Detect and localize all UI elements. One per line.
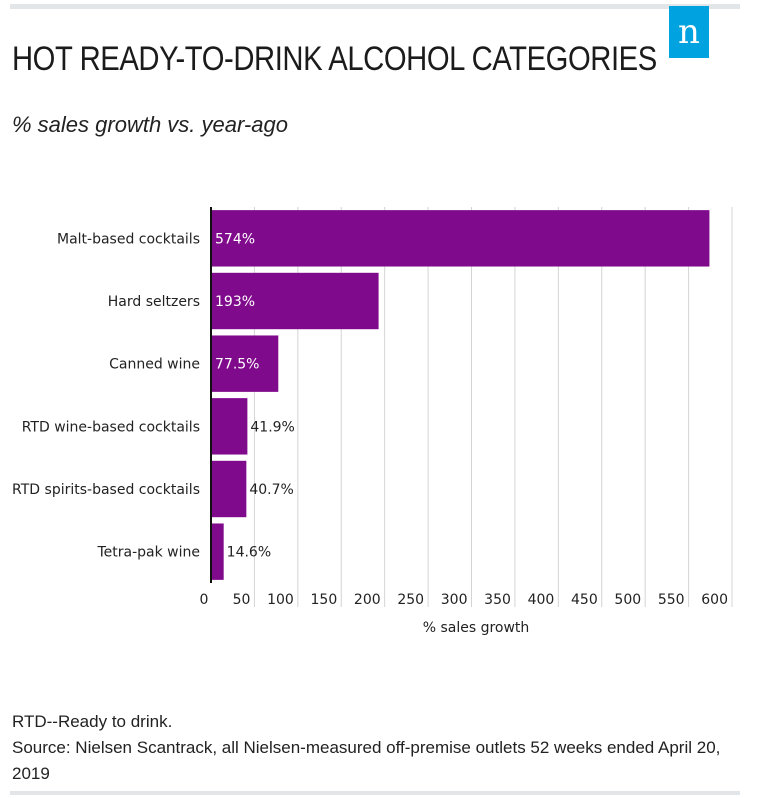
- x-tick-label: 50: [233, 592, 251, 608]
- gridlines: [253, 207, 733, 607]
- x-tick-label: 300: [441, 592, 468, 608]
- source-note: Source: Nielsen Scantrack, all Nielsen-m…: [12, 738, 721, 783]
- category-label: Tetra-pak wine: [96, 545, 200, 561]
- top-rule: [10, 4, 740, 9]
- x-tick-label: 100: [267, 592, 294, 608]
- x-tick-label: 450: [571, 592, 598, 608]
- data-label: 41.9%: [250, 419, 294, 435]
- bar-3: [211, 398, 248, 455]
- x-tick-label: 350: [484, 592, 511, 608]
- chart-title: HOT READY-TO-DRINK ALCOHOL CATEGORIES: [12, 40, 657, 78]
- bar-2: [211, 335, 279, 392]
- nielsen-logo: n: [669, 6, 709, 58]
- footnote-rtd: RTD--Ready to drink.: [12, 712, 173, 731]
- category-label: Canned wine: [109, 357, 200, 373]
- x-tick-label: 500: [614, 592, 641, 608]
- bar-4: [211, 460, 247, 518]
- bar-5: [211, 523, 224, 580]
- category-label: Hard seltzers: [108, 294, 200, 310]
- category-label: RTD spirits-based cocktails: [12, 482, 200, 498]
- data-label: 77.5%: [215, 357, 259, 373]
- bar-1: [211, 272, 379, 330]
- x-tick-label: 550: [658, 592, 685, 608]
- category-label: RTD wine-based cocktails: [22, 419, 200, 435]
- x-tick-label: 150: [311, 592, 338, 608]
- data-label: 14.6%: [227, 545, 271, 561]
- x-tick-label: 0: [200, 592, 209, 608]
- bar-chart: 0 50 100 150 200 250 300 350 400 450 500 550 600 Malt…: [12, 207, 733, 636]
- x-axis-title: % sales growth: [423, 620, 530, 636]
- chart-subtitle: % sales growth vs. year-ago: [12, 112, 288, 137]
- x-tick-label: 250: [397, 592, 424, 608]
- data-label: 574%: [215, 231, 255, 247]
- x-tick-label: 400: [528, 592, 555, 608]
- data-label: 40.7%: [249, 482, 293, 498]
- labels: 0 50 100 150 200 250 300 350 400 450 500 550 600 Malt…: [12, 231, 728, 608]
- bottom-rule: [10, 791, 740, 795]
- x-tick-label: 200: [354, 592, 381, 608]
- x-tick-label: 600: [701, 592, 728, 608]
- bars: [211, 210, 710, 580]
- data-label: 193%: [215, 294, 255, 310]
- bar-0: [211, 210, 710, 267]
- category-label: Malt-based cocktails: [57, 231, 200, 247]
